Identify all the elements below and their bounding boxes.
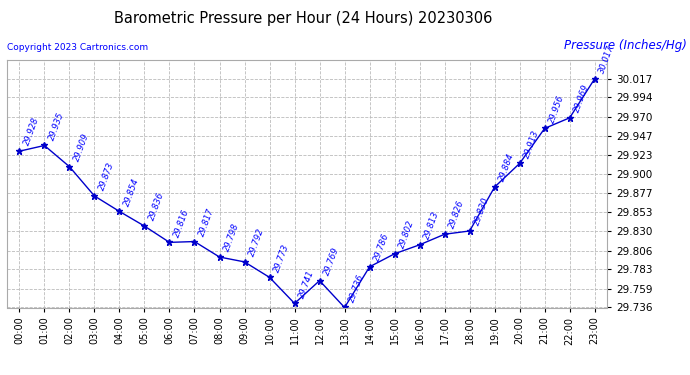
Text: 29.773: 29.773: [273, 242, 291, 273]
Text: 29.909: 29.909: [72, 132, 91, 162]
Text: 30.017: 30.017: [598, 44, 616, 75]
Text: 29.928: 29.928: [22, 116, 41, 147]
Text: 29.826: 29.826: [447, 199, 466, 230]
Text: 29.816: 29.816: [172, 207, 191, 238]
Text: 29.802: 29.802: [397, 219, 416, 250]
Text: Barometric Pressure per Hour (24 Hours) 20230306: Barometric Pressure per Hour (24 Hours) …: [115, 11, 493, 26]
Text: 29.969: 29.969: [573, 83, 591, 114]
Text: Copyright 2023 Cartronics.com: Copyright 2023 Cartronics.com: [7, 44, 148, 52]
Text: 29.873: 29.873: [97, 161, 116, 192]
Text: 29.884: 29.884: [497, 152, 516, 183]
Text: 29.769: 29.769: [322, 246, 341, 276]
Text: 29.830: 29.830: [473, 196, 491, 227]
Text: 29.817: 29.817: [197, 207, 216, 237]
Text: 29.741: 29.741: [297, 268, 316, 299]
Text: 29.736: 29.736: [347, 273, 366, 303]
Text: 29.913: 29.913: [522, 128, 541, 159]
Text: 29.854: 29.854: [122, 177, 141, 207]
Text: Pressure (Inches/Hg): Pressure (Inches/Hg): [564, 39, 687, 53]
Text: 29.786: 29.786: [373, 232, 391, 262]
Text: 29.813: 29.813: [422, 210, 441, 241]
Text: 29.956: 29.956: [547, 93, 566, 124]
Text: 29.798: 29.798: [222, 222, 241, 253]
Text: 29.792: 29.792: [247, 227, 266, 258]
Text: 29.836: 29.836: [147, 191, 166, 222]
Text: 29.935: 29.935: [47, 111, 66, 141]
